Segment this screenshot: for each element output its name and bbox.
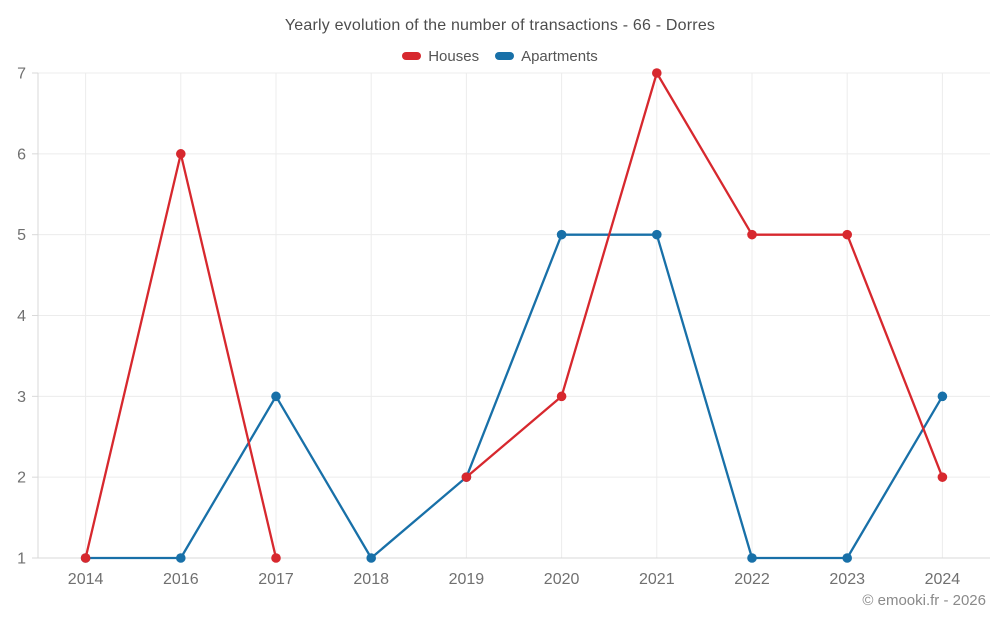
legend-label-apartments: Apartments (521, 47, 598, 65)
houses-point (747, 229, 757, 240)
y-axis-labels: 1 2 3 4 5 6 7 (17, 66, 26, 568)
houses-point (176, 149, 186, 159)
x-tick-label: 2016 (163, 571, 199, 588)
y-tick-label: 3 (17, 389, 26, 406)
x-tick-label: 2021 (639, 571, 675, 588)
houses-point (842, 229, 852, 240)
y-tick-label: 1 (17, 551, 26, 568)
y-tick-label: 2 (17, 470, 26, 487)
houses-line (465, 71, 944, 479)
gridlines (38, 72, 990, 559)
apartments-point (842, 553, 852, 563)
x-tick-label: 2024 (925, 571, 961, 588)
x-tick-label: 2020 (544, 571, 580, 588)
y-tick-label: 6 (17, 146, 26, 163)
y-tick-label: 5 (17, 227, 26, 244)
houses-point (556, 391, 567, 402)
x-tick-label: 2019 (449, 571, 485, 588)
apartments-point (366, 553, 377, 563)
legend: Houses Apartments (0, 46, 1000, 66)
x-tick-label: 2014 (68, 571, 104, 588)
houses-point (271, 553, 281, 563)
x-tick-label: 2018 (353, 571, 389, 588)
x-tick-label: 2023 (829, 571, 865, 588)
apartments-point (271, 391, 281, 402)
houses-point (461, 472, 472, 482)
houses-point (937, 472, 948, 482)
y-tick-label: 7 (17, 66, 26, 83)
legend-item-houses[interactable]: Houses (402, 48, 479, 65)
legend-label-houses: Houses (428, 47, 480, 65)
watermark: © emooki.fr - 2026 (862, 592, 986, 609)
x-tick-label: 2022 (734, 571, 770, 588)
houses-point (652, 68, 662, 78)
legend-item-apartments[interactable]: Apartments (495, 48, 598, 65)
houses-swatch (402, 52, 422, 60)
apartments-point (176, 553, 186, 563)
houses-point (80, 553, 91, 563)
houses-series (80, 68, 948, 563)
y-tick-label: 4 (17, 308, 26, 325)
apartments-line (84, 233, 944, 560)
apartments-point (556, 229, 567, 240)
apartments-point (747, 553, 757, 563)
apartments-point (652, 229, 662, 240)
x-axis-labels: 2014 2016 2017 2018 2019 2020 2021 2022 2023 2024 (68, 571, 960, 588)
chart-title: Yearly evolution of the number of transa… (284, 17, 716, 34)
apartments-point (937, 391, 948, 402)
x-tick-label: 2017 (258, 571, 294, 588)
apartments-swatch (495, 52, 515, 60)
